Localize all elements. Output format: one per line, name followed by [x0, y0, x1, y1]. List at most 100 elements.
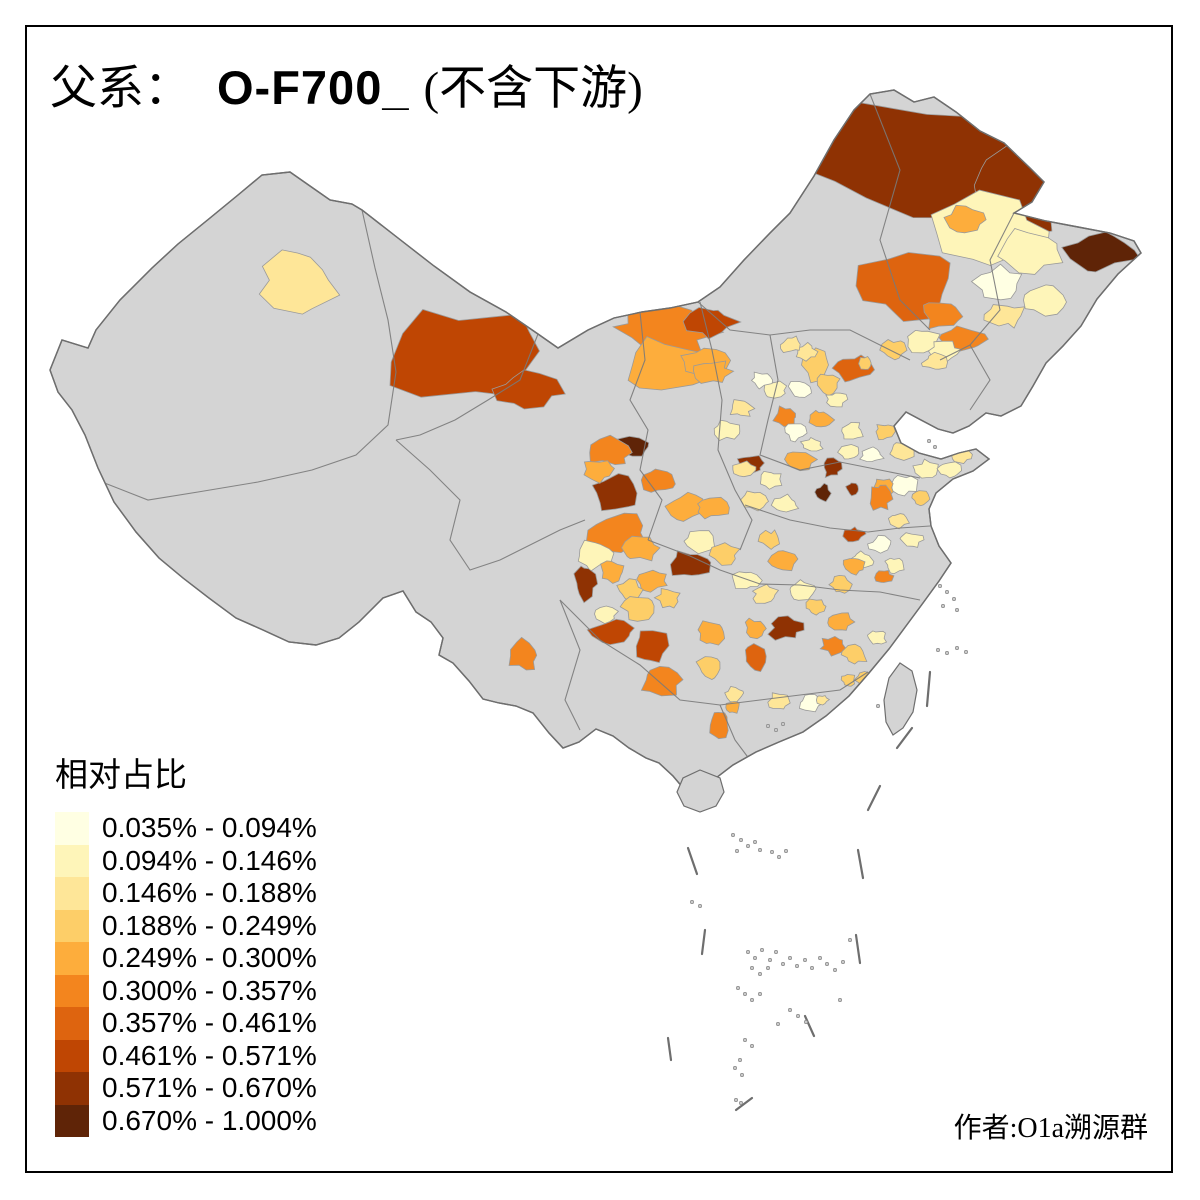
legend-row: 0.357% - 0.461%	[55, 1007, 317, 1040]
south-sea-islets	[689, 438, 968, 1106]
dash-segment	[856, 848, 865, 880]
prefecture-patch	[619, 596, 655, 622]
prefecture-patch	[767, 550, 799, 572]
prefecture-patch	[750, 371, 774, 390]
title-prefix: 父系：	[50, 63, 191, 115]
islet-dot	[817, 955, 822, 960]
prefecture-patch	[669, 550, 712, 576]
prefecture-patch	[825, 392, 849, 408]
prefecture-patch	[867, 630, 888, 645]
islet-dot	[739, 1073, 744, 1078]
islet-dot	[775, 1021, 780, 1026]
prefecture-patch	[842, 558, 866, 576]
legend-label: 0.300% - 0.357%	[102, 974, 317, 1006]
prefecture-patch	[744, 643, 767, 673]
legend-row: 0.146% - 0.188%	[55, 877, 317, 910]
prefecture-patch	[899, 532, 925, 548]
legend-row: 0.249% - 0.300%	[55, 942, 317, 975]
prefecture-patch	[683, 530, 716, 555]
prefecture-patch	[258, 249, 341, 315]
islet-dot	[757, 971, 762, 976]
islet-dot	[803, 1019, 808, 1024]
prefecture-patch	[635, 630, 670, 663]
prefecture-patch	[627, 336, 711, 391]
prefecture-patch	[784, 451, 819, 472]
legend-title: 相对占比	[55, 758, 187, 794]
islet-dot	[926, 438, 931, 443]
prefecture-patch	[744, 617, 767, 640]
prefecture-patch	[923, 302, 964, 330]
nine-dash-line	[666, 670, 932, 1112]
legend-label: 0.249% - 0.300%	[102, 942, 317, 974]
prefecture-patch	[591, 473, 638, 512]
prefecture-patch	[858, 446, 885, 462]
legend-swatch	[55, 1007, 89, 1040]
islet-dot	[802, 957, 807, 962]
islet-dot	[783, 848, 788, 853]
islet-dot	[954, 645, 959, 650]
dash-segment	[803, 1014, 816, 1038]
prefecture-patch	[709, 711, 729, 740]
islet-dot	[733, 1098, 738, 1103]
islet-dot	[932, 444, 937, 449]
prefecture-patch	[653, 588, 681, 609]
prefecture-patch	[636, 569, 668, 593]
islet-dot	[735, 985, 740, 990]
prefecture-patch	[784, 423, 808, 443]
prefecture-patch	[640, 665, 684, 697]
title-suffix: (不含下游)	[423, 63, 643, 115]
prefecture-patch	[814, 482, 832, 503]
prefecture-patch	[845, 482, 859, 497]
prefecture-patch	[912, 458, 939, 479]
dash-segment	[925, 670, 932, 708]
prefecture-patch	[693, 360, 735, 384]
prefecture-patch	[491, 369, 566, 410]
islet-dot	[749, 965, 754, 970]
islet-dot	[737, 1058, 742, 1063]
islet-dot	[773, 727, 778, 732]
islet-dot	[765, 723, 770, 728]
islet-dot	[730, 832, 735, 837]
author-credit: 作者:O1a溯源群	[953, 1113, 1148, 1144]
prefecture-patch	[664, 491, 706, 522]
islet-dot	[742, 991, 747, 996]
dash-segment	[866, 784, 882, 812]
prefecture-patch	[573, 565, 599, 604]
islet-dot	[840, 959, 845, 964]
prefecture-patch	[708, 542, 741, 566]
islet-dot	[689, 899, 694, 904]
dash-segment	[700, 928, 707, 956]
islet-dot	[749, 1044, 754, 1049]
islet-dot	[795, 1013, 800, 1018]
prefecture-patch	[911, 490, 931, 507]
legend-row: 0.461% - 0.571%	[55, 1039, 317, 1072]
title-haplogroup: O-F700_	[217, 61, 410, 114]
prefecture-patch	[808, 409, 836, 428]
hainan-island	[676, 769, 725, 813]
prefecture-patch	[577, 539, 615, 572]
legend-swatch	[55, 1104, 89, 1137]
islet-dot	[940, 603, 945, 608]
islet-dot	[757, 847, 762, 852]
prefecture-patch	[815, 695, 831, 706]
prefecture-patch	[983, 304, 1026, 329]
islet-dot	[963, 649, 968, 654]
islet-dot	[832, 967, 837, 972]
prefecture-patch	[869, 484, 894, 511]
prefecture-patch	[640, 468, 676, 493]
legend-row: 0.094% - 0.146%	[55, 844, 317, 877]
islet-dot	[757, 991, 762, 996]
prefecture-patch	[858, 355, 872, 370]
prefecture-patch	[697, 620, 726, 646]
islet-dot	[738, 837, 743, 842]
dash-segment	[666, 1036, 673, 1062]
legend-swatch	[55, 877, 89, 910]
prefecture-patch	[1061, 231, 1141, 273]
prefecture-patch	[713, 419, 741, 441]
legend-swatch	[55, 974, 89, 1007]
prefecture-patch	[724, 686, 745, 703]
prefecture-patch	[805, 598, 827, 616]
mainland-outline-top	[49, 89, 1142, 804]
prefecture-patch	[842, 526, 867, 543]
islet-dot	[809, 965, 814, 970]
